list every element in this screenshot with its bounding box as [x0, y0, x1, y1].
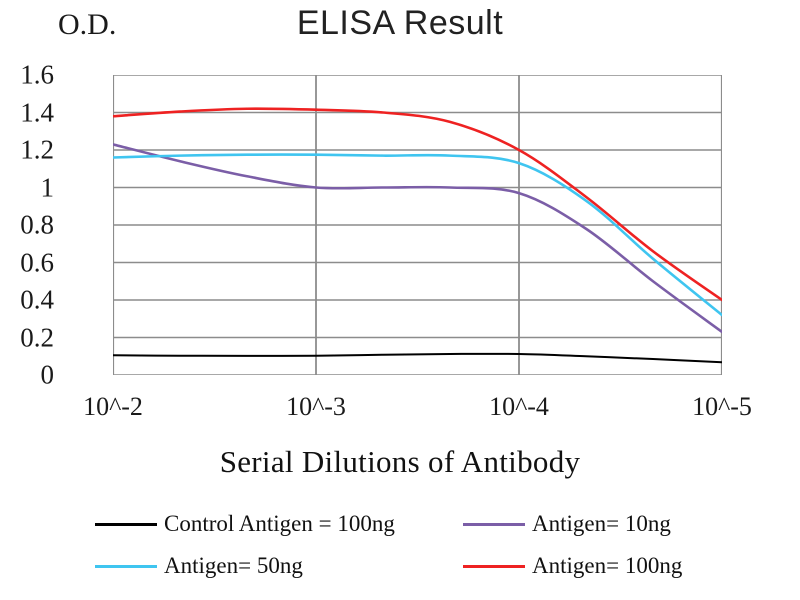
y-tick-label: 0 — [40, 359, 55, 390]
y-tick-label: 0.4 — [20, 284, 54, 315]
x-axis-title: Serial Dilutions of Antibody — [219, 444, 581, 479]
legend-row: Antigen= 50ng Antigen= 100ng — [60, 549, 750, 583]
chart-legend: Control Antigen = 100ng Antigen= 10ng An… — [60, 505, 750, 585]
legend-label: Control Antigen = 100ng — [164, 511, 395, 536]
x-tick-label: 10^-3 — [286, 392, 346, 421]
legend-item-control-antigen-100ng: Control Antigen = 100ng — [95, 507, 395, 541]
y-tick-label: 1 — [40, 172, 55, 202]
legend-label: Antigen= 100ng — [532, 553, 683, 578]
legend-item-antigen-10ng: Antigen= 10ng — [463, 507, 671, 541]
legend-item-antigen-100ng: Antigen= 100ng — [463, 549, 682, 583]
legend-row: Control Antigen = 100ng Antigen= 10ng — [60, 507, 750, 541]
y-tick-label: 0.8 — [20, 209, 54, 240]
legend-swatch-icon — [463, 564, 525, 568]
series-line-1 — [111, 143, 724, 334]
x-tick-label: 10^-4 — [489, 392, 549, 421]
series-line-2 — [111, 153, 724, 317]
series-line-0 — [112, 352, 723, 364]
y-tick-label: 1.2 — [20, 134, 54, 165]
x-tick-label: 10^-5 — [692, 392, 752, 421]
plot-canvas — [111, 74, 724, 376]
legend-item-antigen-50ng: Antigen= 50ng — [95, 549, 303, 583]
y-tick-label: 0.6 — [20, 247, 54, 277]
legend-label: Antigen= 50ng — [164, 553, 303, 578]
y-tick-label: 1.4 — [20, 97, 54, 127]
y-tick-label: 1.6 — [20, 59, 54, 90]
legend-swatch-icon — [95, 564, 157, 568]
plot-area — [111, 74, 724, 376]
legend-label: Antigen= 10ng — [532, 511, 671, 536]
series-line-3 — [111, 107, 724, 302]
y-tick-label: 0.2 — [20, 322, 54, 352]
chart-title: ELISA Result — [296, 4, 504, 42]
x-tick-label: 10^-2 — [83, 392, 143, 421]
legend-swatch-icon — [95, 522, 157, 526]
legend-swatch-icon — [463, 522, 525, 526]
y-axis-title: O.D. — [58, 8, 117, 41]
